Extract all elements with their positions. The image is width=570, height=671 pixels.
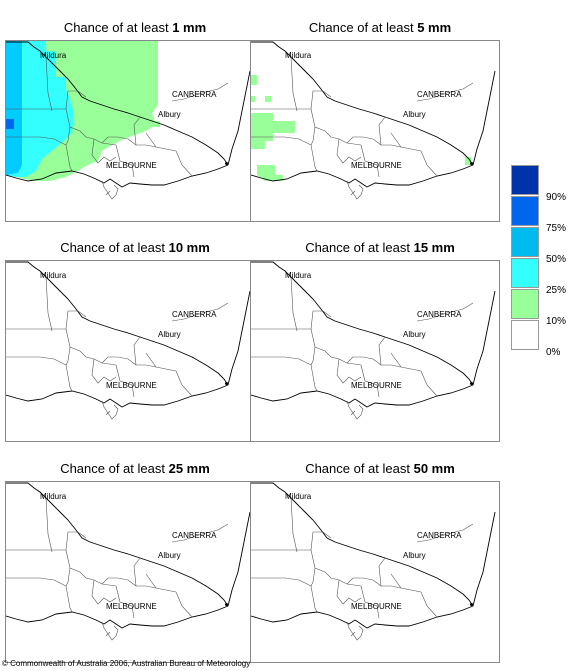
place-label-melbourne: MELBOURNE (351, 161, 402, 170)
legend-label-10: 10% (546, 316, 567, 327)
panel-title: Chance of at least 15 mm (305, 240, 455, 255)
panel-title: Chance of at least 1 mm (63, 20, 207, 35)
place-label-mildura: Mildura (285, 51, 312, 60)
rainfall-map: Mildura CANBERRA Albury MELBOURNE (250, 481, 500, 663)
copyright-notice: © Commonwealth of Australia 2006, Austra… (2, 659, 251, 668)
place-label-mildura: Mildura (40, 271, 67, 280)
east-cape-marker (225, 382, 228, 385)
panel-title: Chance of at least 25 mm (60, 461, 210, 476)
place-label-albury: Albury (158, 551, 181, 560)
east-cape-marker (470, 603, 473, 606)
place-label-melbourne: MELBOURNE (106, 161, 157, 170)
place-label-canberra: CANBERRA (172, 90, 217, 99)
legend-swatch-90 (511, 165, 539, 195)
rainfall-map: Mildura CANBERRA Albury MELBOURNE (250, 260, 500, 442)
map-panel-50mm: Chance of at least 50 mm Mildura CANBERRA… (250, 461, 510, 671)
place-label-canberra: CANBERRA (417, 310, 462, 319)
map-outline (6, 261, 251, 420)
place-label-mildura: Mildura (285, 492, 312, 501)
east-cape-marker (225, 603, 228, 606)
place-label-albury: Albury (158, 110, 181, 119)
place-label-mildura: Mildura (40, 492, 67, 501)
legend-label-50: 50% (546, 254, 567, 265)
map-panel-5mm: Chance of at least 5 mm Mildura CANBERRA A… (250, 20, 510, 230)
east-cape-marker (225, 162, 228, 165)
map-outline (6, 41, 251, 200)
panel-title: Chance of at least 50 mm (305, 461, 455, 476)
legend-label-90: 90% (546, 192, 567, 203)
east-cape-marker (470, 162, 473, 165)
legend-swatch-10 (511, 289, 539, 319)
place-label-canberra: CANBERRA (417, 90, 462, 99)
place-label-melbourne: MELBOURNE (106, 602, 157, 611)
place-label-albury: Albury (403, 110, 426, 119)
legend-label-25: 25% (546, 285, 567, 296)
place-label-melbourne: MELBOURNE (351, 381, 402, 390)
legend-swatch-0 (511, 320, 539, 350)
map-panel-25mm: Chance of at least 25 mm Mildura CANBERRA… (5, 461, 265, 671)
place-label-canberra: CANBERRA (172, 310, 217, 319)
map-outline (6, 482, 251, 641)
place-label-canberra: CANBERRA (172, 531, 217, 540)
rainfall-map: Mildura CANBERRA Albury MELBOURNE (5, 40, 255, 222)
place-label-albury: Albury (403, 330, 426, 339)
place-label-canberra: CANBERRA (417, 531, 462, 540)
legend-label-0: 0% (546, 347, 561, 358)
place-label-melbourne: MELBOURNE (351, 602, 402, 611)
map-outline (251, 41, 496, 200)
rainfall-map: Mildura CANBERRA Albury MELBOURNE (250, 40, 500, 222)
map-panel-15mm: Chance of at least 15 mm Mildura CANBERRA… (250, 240, 510, 450)
map-panel-10mm: Chance of at least 10 mm Mildura CANBERRA… (5, 240, 265, 450)
place-label-albury: Albury (403, 551, 426, 560)
place-label-melbourne: MELBOURNE (106, 381, 157, 390)
map-outline (251, 261, 496, 420)
place-label-mildura: Mildura (285, 271, 312, 280)
east-cape-marker (470, 382, 473, 385)
legend-swatch-75 (511, 196, 539, 226)
place-label-albury: Albury (158, 330, 181, 339)
legend-swatch-50 (511, 227, 539, 257)
legend-label-75: 75% (546, 223, 567, 234)
map-outline (251, 482, 496, 641)
rainfall-map: Mildura CANBERRA Albury MELBOURNE (5, 481, 255, 663)
panel-title: Chance of at least 10 mm (60, 240, 210, 255)
place-label-mildura: Mildura (40, 51, 67, 60)
map-panel-1mm: Chance of at least 1 mm Mildura CANBERRA A… (5, 20, 265, 230)
rainfall-map: Mildura CANBERRA Albury MELBOURNE (5, 260, 255, 442)
legend-swatch-25 (511, 258, 539, 288)
panel-title: Chance of at least 5 mm (308, 20, 452, 35)
